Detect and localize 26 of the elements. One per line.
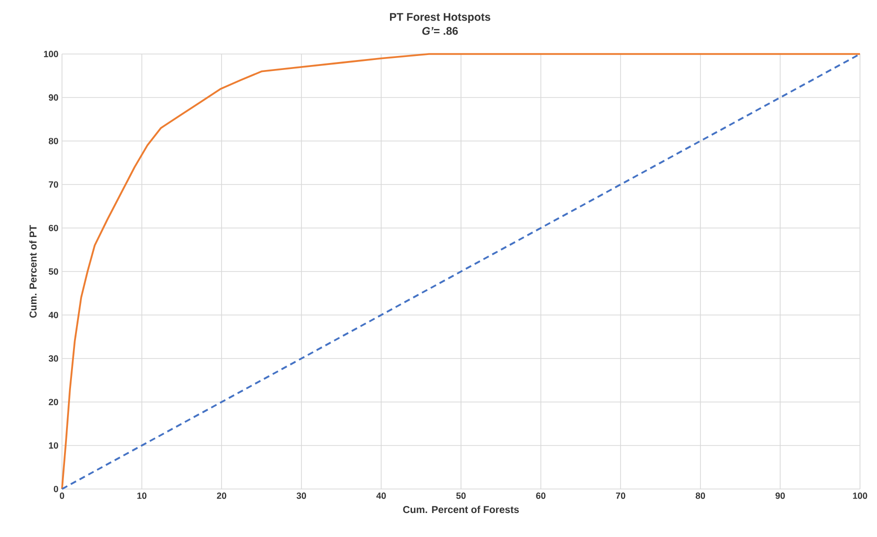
y-tick-label: 40 (48, 312, 58, 318)
x-tick-label: 70 (616, 492, 626, 499)
x-tick-label: 10 (137, 492, 146, 499)
x-tick-label: 60 (536, 492, 546, 499)
y-tick-label: 10 (49, 442, 58, 449)
y-tick-label: 50 (48, 268, 58, 275)
x-tick-label: 100 (853, 492, 868, 499)
y-tick-label: 80 (48, 138, 58, 144)
chart-subtitle: G’= .86 (422, 27, 458, 35)
x-tick-label: 50 (456, 492, 466, 499)
y-tick-label: 60 (48, 224, 58, 232)
x-tick-label: 90 (776, 492, 785, 499)
chart-title: PT Forest Hotspots (390, 13, 490, 24)
x-axis-title: Cum. Percent of Forests (403, 506, 519, 514)
x-tick-label: 40 (376, 492, 386, 499)
x-tick-label: 0 (60, 492, 64, 499)
y-tick-label: 20 (48, 398, 58, 406)
y-tick-label: 70 (48, 181, 58, 188)
x-tick-label: 30 (296, 492, 306, 499)
y-tick-label: 90 (48, 94, 58, 101)
y-tick-label: 100 (44, 50, 58, 58)
y-tick-label: 30 (48, 355, 58, 362)
y-tick-label: 0 (54, 486, 58, 492)
y-axis-title: Cum. Percent of PT (29, 225, 37, 318)
x-tick-label: 80 (696, 492, 706, 499)
x-tick-label: 20 (216, 492, 226, 499)
